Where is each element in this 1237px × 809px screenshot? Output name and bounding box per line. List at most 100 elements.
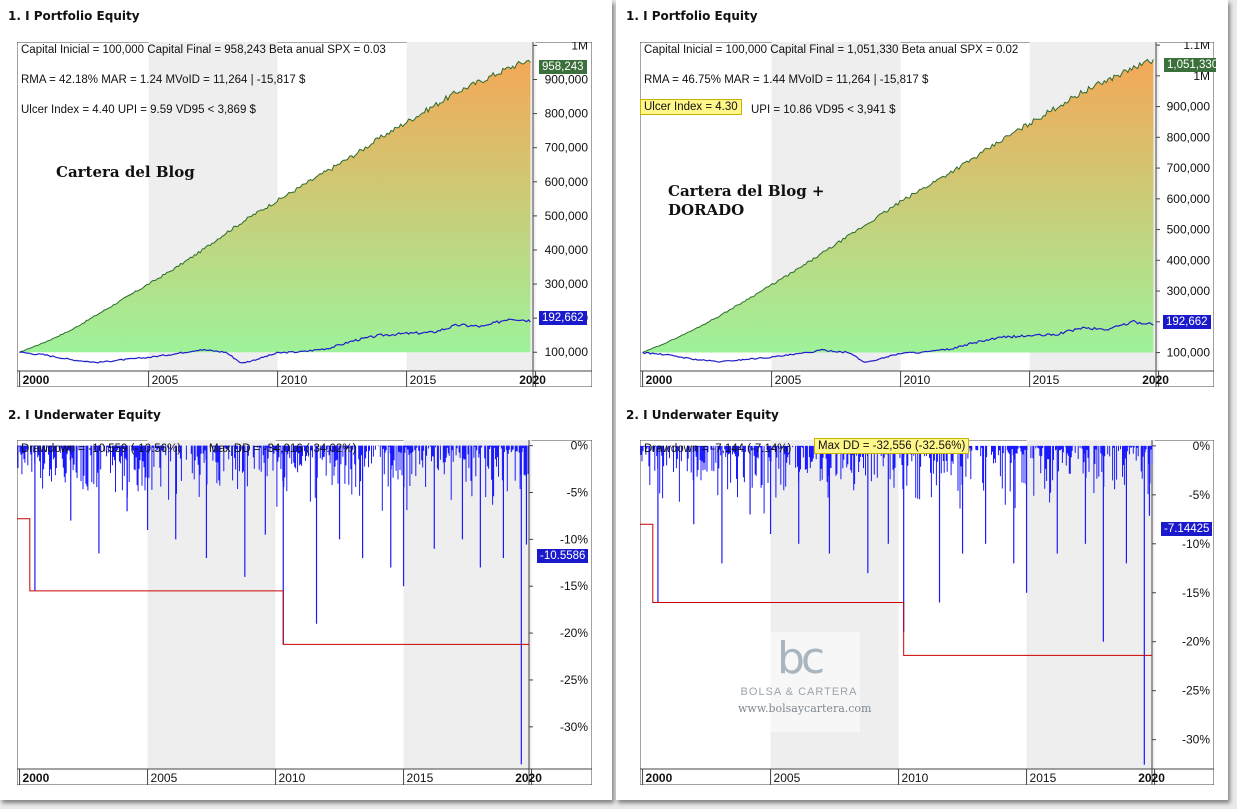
right-benchmark-last-tag: 192,662 xyxy=(1163,315,1211,329)
right-uw-band-2015 xyxy=(1026,440,1155,769)
left-equity-last-tag: 958,243 xyxy=(539,60,587,74)
left-eq-y-tick-label: 900,000 xyxy=(545,73,589,87)
left-portfolio-label: Cartera del Blog xyxy=(56,163,195,182)
right-eq-y-tick-label: 1.1M xyxy=(1183,42,1210,52)
right-portfolio-label-line1: Cartera del Blog + xyxy=(668,182,825,200)
left-underwater-title: 2. I Underwater Equity xyxy=(8,408,161,422)
right-eq-x-tick-label: 2005 xyxy=(775,373,802,387)
logo-name: BOLSA & CARTERA xyxy=(740,686,858,698)
left-uw-y-tick-label: -30% xyxy=(560,720,588,734)
right-uw-y-tick-label: 0% xyxy=(1193,440,1211,453)
right-panel: 1. I Portfolio Equity 1.1M 1M 900,000 800,0… xyxy=(616,0,1228,800)
left-drawdown-last-tag: -10.5586 xyxy=(537,549,589,563)
right-uw-y-tick-label: -30% xyxy=(1182,733,1210,747)
right-uw-x-tick-label: 2015 xyxy=(1030,771,1057,785)
right-underwater-chart: 0% -5% -10% -15% -20% -25% -30% 2000 2005 2010 201… xyxy=(640,440,1214,785)
left-uw-drawdown-lines xyxy=(17,445,529,511)
right-uw-y-tick-label: -5% xyxy=(1189,488,1211,502)
right-eq-x-tick-label: 2020 xyxy=(1142,373,1169,387)
left-uw-x-tick-label: 2015 xyxy=(407,771,434,785)
left-uw-y-tick-label: -10% xyxy=(560,532,588,546)
left-uw-x-tick-label: 2005 xyxy=(151,771,178,785)
right-uw-y-tick-label: -10% xyxy=(1182,537,1210,551)
right-eq-y-tick-label: 1M xyxy=(1193,69,1210,83)
left-portfolio-label-line1: Cartera del Blog xyxy=(56,163,195,181)
right-underwater-title: 2. I Underwater Equity xyxy=(626,408,779,422)
left-eq-y-tick-label: 500,000 xyxy=(545,209,589,223)
left-eq-x-tick-label: 2015 xyxy=(410,373,437,387)
right-eq-y-tick-label: 800,000 xyxy=(1167,130,1211,144)
left-benchmark-last-tag: 192,662 xyxy=(539,311,587,325)
right-drawdown-text: Drawdown = -7,144 (-7.14%) xyxy=(644,443,792,455)
left-eq-benchmark-line xyxy=(19,318,531,364)
right-uw-x-tick-label: 2020 xyxy=(1138,771,1165,785)
left-uw-x-tick-label: 2000 xyxy=(23,771,50,785)
left-eq-x-tick-label: 2000 xyxy=(23,373,50,387)
right-uw-y-tick-label: -25% xyxy=(1182,684,1210,698)
left-equity-title: 1. I Portfolio Equity xyxy=(8,9,140,23)
left-uw-y-tick-label: -5% xyxy=(567,485,589,499)
right-eq-y-tick-label: 600,000 xyxy=(1167,192,1211,206)
left-uw-y-tick-label: 0% xyxy=(571,440,589,453)
right-drawdown-last-tag: -7.14425 xyxy=(1161,522,1213,536)
right-stats-line2: RMA = 46.75% MAR = 1.44 MVoID = 11,264 |… xyxy=(644,74,929,86)
left-uw-x-tick-label: 2010 xyxy=(279,771,306,785)
right-equity-title: 1. I Portfolio Equity xyxy=(626,9,758,23)
right-stats-line3: UPI = 10.86 VD95 < 3,941 $ xyxy=(751,104,896,116)
left-equity-chart: 1M 900,000 800,000 700,000 600,000 500,000 400… xyxy=(17,42,592,387)
logo-mark: bc xyxy=(776,633,825,684)
left-eq-x-tick-label: 2010 xyxy=(281,373,308,387)
left-uw-band-2005 xyxy=(147,440,276,769)
left-eq-y-tick-label: 400,000 xyxy=(545,243,589,257)
right-eq-y-tick-label: 700,000 xyxy=(1167,161,1211,175)
right-eq-y-tick-label: 500,000 xyxy=(1167,223,1211,237)
left-stats-line1: Capital Inicial = 100,000 Capital Final … xyxy=(21,44,386,56)
right-stats-line1: Capital Inicial = 100,000 Capital Final … xyxy=(644,44,1019,56)
right-eq-y-tick-label: 900,000 xyxy=(1167,100,1211,114)
left-eq-y-tick-label: 1M xyxy=(571,42,588,52)
logo-url: www.bolsaycartera.com xyxy=(738,702,872,715)
right-equity-last-tag: 1,051,330 xyxy=(1164,58,1216,72)
left-eq-y-tick-label: 600,000 xyxy=(545,175,589,189)
right-uw-x-tick-label: 2010 xyxy=(902,771,929,785)
left-eq-x-tick-label: 2020 xyxy=(519,373,546,387)
right-eq-equity-area xyxy=(642,59,1154,353)
right-uw-y-tick-label: -20% xyxy=(1182,635,1210,649)
right-eq-equity-line xyxy=(642,58,1154,354)
left-maxdd-text: Max DD = -34,016 (-34.02%) xyxy=(209,443,357,455)
right-uw-x-tick-label: 2000 xyxy=(646,771,673,785)
left-eq-y-tick-label: 300,000 xyxy=(545,277,589,291)
right-eq-y-tick-label: 300,000 xyxy=(1167,284,1211,298)
right-eq-x-tick-label: 2010 xyxy=(904,373,931,387)
right-maxdd-highlight: Max DD = -32,556 (-32.56%) xyxy=(814,438,970,454)
left-uw-maxdd-line xyxy=(17,518,529,645)
right-eq-benchmark-line xyxy=(642,319,1154,363)
right-uw-maxdd-line xyxy=(640,523,1152,656)
bolsa-cartera-logo: bc BOLSA & CARTERA www.bolsaycartera.com xyxy=(738,632,872,732)
right-uw-y-tick-label: -15% xyxy=(1182,586,1210,600)
left-eq-equity-area xyxy=(19,60,531,353)
right-eq-x-tick-label: 2000 xyxy=(646,373,673,387)
left-panel: 1. I Portfolio Equity 1M 900,000 800,000 70… xyxy=(0,0,612,800)
left-eq-y-tick-label: 100,000 xyxy=(545,345,589,359)
left-uw-band-2015 xyxy=(403,440,532,769)
left-eq-x-tick-label: 2005 xyxy=(152,373,179,387)
right-portfolio-label: Cartera del Blog + DORADO xyxy=(668,182,825,220)
left-uw-y-tick-label: -20% xyxy=(560,626,588,640)
right-eq-y-tick-label: 400,000 xyxy=(1167,253,1211,267)
right-uw-x-tick-label: 2005 xyxy=(774,771,801,785)
left-uw-y-tick-label: -25% xyxy=(560,673,588,687)
left-stats-line2: RMA = 42.18% MAR = 1.24 MVoID = 11,264 |… xyxy=(21,74,306,86)
left-eq-y-tick-label: 800,000 xyxy=(545,107,589,121)
left-eq-y-tick-label: 700,000 xyxy=(545,141,589,155)
right-portfolio-label-line2: DORADO xyxy=(668,201,745,219)
left-uw-x-tick-label: 2020 xyxy=(515,771,542,785)
right-eq-x-tick-label: 2015 xyxy=(1033,373,1060,387)
left-uw-y-tick-label: -15% xyxy=(560,579,588,593)
right-ulcer-index-highlight: Ulcer Index = 4.30 xyxy=(640,99,742,115)
right-eq-y-tick-label: 100,000 xyxy=(1167,346,1211,360)
left-eq-equity-line xyxy=(19,59,531,353)
left-drawdown-text: Drawdown = -10,559 (-10.56%) xyxy=(21,443,182,455)
left-underwater-chart: 0% -5% -10% -15% -20% -25% -30% 2000 2005 2010 201… xyxy=(17,440,592,785)
left-stats-line3: Ulcer Index = 4.40 UPI = 9.59 VD95 < 3,8… xyxy=(21,104,256,116)
